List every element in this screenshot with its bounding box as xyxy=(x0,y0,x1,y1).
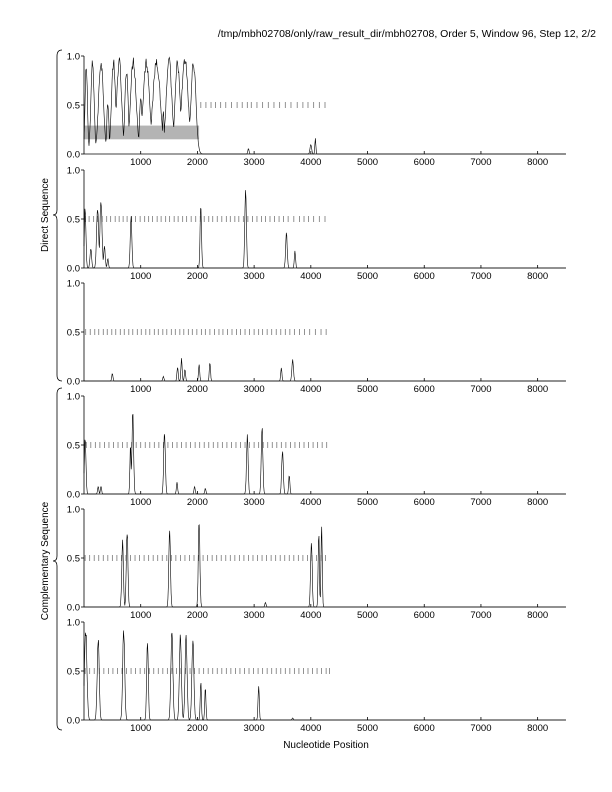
panel-3: 0.0 0.5 1.0 1000 2000 3000 4000 5000 6000 7000 800… xyxy=(67,279,566,395)
panel-6: 0.0 0.5 1.0 1000 2000 3000 4000 5000 6000 7000 800… xyxy=(67,618,566,734)
y-tick-label: 0.5 xyxy=(67,554,80,565)
x-tick-label: 6000 xyxy=(414,271,435,282)
y-tick-label: 0.0 xyxy=(67,716,80,727)
x-tick-label: 4000 xyxy=(300,384,321,395)
highlight-band xyxy=(84,125,200,140)
complementary-group-text: Complementary Sequence xyxy=(40,501,51,620)
x-tick-label: 7000 xyxy=(470,610,491,621)
y-tick-label: 0.5 xyxy=(67,667,80,678)
x-tick-label: 5000 xyxy=(357,157,378,168)
x-tick-label: 7000 xyxy=(470,723,491,734)
x-tick-label: 3000 xyxy=(244,610,265,621)
x-tick-label: 5000 xyxy=(357,610,378,621)
x-tick-label: 7000 xyxy=(470,271,491,282)
x-tick-label: 3000 xyxy=(244,723,265,734)
y-tick-label: 0.0 xyxy=(67,264,80,275)
x-tick-label: 2000 xyxy=(187,610,208,621)
y-tick-label: 1.0 xyxy=(67,392,80,403)
panels: 0.0 0.5 1.0 1000 2000 3000 4000 5000 6000 7000 800… xyxy=(67,52,566,734)
x-tick-label: 7000 xyxy=(470,384,491,395)
x-tick-label: 1000 xyxy=(130,610,151,621)
direct-group-label: Direct Sequence xyxy=(40,49,63,382)
x-tick-label: 8000 xyxy=(527,271,548,282)
probability-line xyxy=(83,413,566,495)
y-tick-label: 0.5 xyxy=(67,441,80,452)
x-tick-label: 4000 xyxy=(300,157,321,168)
x-tick-label: 1000 xyxy=(130,157,151,168)
y-tick-label: 0.5 xyxy=(67,328,80,339)
y-tick-label: 1.0 xyxy=(67,52,80,63)
x-tick-label: 3000 xyxy=(244,157,265,168)
y-tick-label: 0.5 xyxy=(67,101,80,112)
x-tick-label: 2000 xyxy=(187,157,208,168)
probability-line xyxy=(84,358,566,382)
y-tick-label: 1.0 xyxy=(67,279,80,290)
x-tick-label: 8000 xyxy=(527,157,548,168)
x-tick-label: 7000 xyxy=(470,497,491,508)
x-tick-label: 8000 xyxy=(527,497,548,508)
x-tick-label: 8000 xyxy=(527,723,548,734)
x-tick-label: 6000 xyxy=(414,157,435,168)
y-tick-label: 0.0 xyxy=(67,603,80,614)
x-tick-label: 4000 xyxy=(300,497,321,508)
y-tick-label: 1.0 xyxy=(67,505,80,516)
y-tick-label: 0.0 xyxy=(67,490,80,501)
x-tick-label: 6000 xyxy=(414,723,435,734)
x-tick-label: 2000 xyxy=(187,384,208,395)
x-tick-label: 7000 xyxy=(470,157,491,168)
x-tick-label: 5000 xyxy=(357,723,378,734)
x-tick-label: 2000 xyxy=(187,723,208,734)
probability-line xyxy=(83,630,566,721)
x-tick-label: 6000 xyxy=(414,497,435,508)
x-tick-label: 1000 xyxy=(130,497,151,508)
x-tick-label: 5000 xyxy=(357,384,378,395)
y-tick-label: 0.0 xyxy=(67,150,80,161)
x-tick-label: 4000 xyxy=(300,610,321,621)
x-tick-label: 3000 xyxy=(244,384,265,395)
direct-group-brace xyxy=(52,49,63,382)
panel-5: 0.0 0.5 1.0 1000 2000 3000 4000 5000 6000 7000 800… xyxy=(67,505,566,621)
y-tick-label: 1.0 xyxy=(67,618,80,629)
x-tick-label: 3000 xyxy=(244,271,265,282)
x-tick-label: 2000 xyxy=(187,271,208,282)
y-tick-label: 0.5 xyxy=(67,215,80,226)
y-tick-label: 0.0 xyxy=(67,377,80,388)
panel-4: 0.0 0.5 1.0 1000 2000 3000 4000 5000 6000 7000 800… xyxy=(67,392,566,508)
x-tick-label: 3000 xyxy=(244,497,265,508)
x-tick-label: 6000 xyxy=(414,384,435,395)
x-tick-label: 1000 xyxy=(130,271,151,282)
y-tick-label: 1.0 xyxy=(67,166,80,177)
x-tick-label: 8000 xyxy=(527,610,548,621)
x-tick-label: 5000 xyxy=(357,271,378,282)
x-tick-label: 4000 xyxy=(300,271,321,282)
panel-1: 0.0 0.5 1.0 1000 2000 3000 4000 5000 6000 7000 800… xyxy=(67,52,566,168)
x-tick-label: 2000 xyxy=(187,497,208,508)
x-tick-label: 1000 xyxy=(130,384,151,395)
direct-group-text: Direct Sequence xyxy=(40,178,51,252)
x-axis-label: Nucleotide Position xyxy=(283,740,369,751)
x-tick-label: 5000 xyxy=(357,497,378,508)
panel-2: 0.0 0.5 1.0 1000 2000 3000 4000 5000 6000 7000 800… xyxy=(67,166,566,282)
complementary-group-brace xyxy=(52,387,63,731)
complementary-group-label: Complementary Sequence xyxy=(40,387,63,731)
x-tick-label: 4000 xyxy=(300,723,321,734)
x-tick-label: 1000 xyxy=(130,723,151,734)
probability-line xyxy=(83,190,566,269)
figure-title: /tmp/mbh02708/only/raw_result_dir/mbh027… xyxy=(218,28,596,40)
x-tick-label: 8000 xyxy=(527,384,548,395)
x-tick-label: 6000 xyxy=(414,610,435,621)
probability-line xyxy=(83,56,566,155)
probability-line xyxy=(84,524,566,608)
